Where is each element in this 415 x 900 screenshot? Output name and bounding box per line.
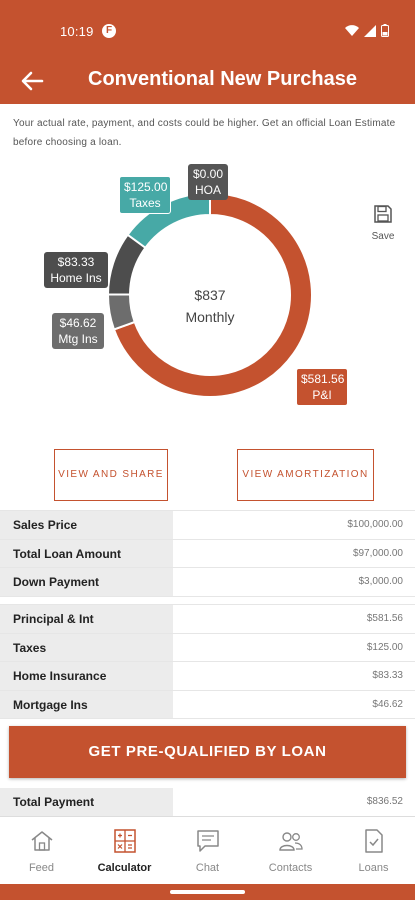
slice-label-mtg-ins: $46.62 Mtg Ins [52,313,104,349]
nav-label-feed: Feed [28,862,55,874]
bottom-navigation: Feed Calculator Chat Contacts Loans [0,816,415,884]
nav-item-contacts[interactable]: Contacts [249,817,332,884]
signal-icon [364,24,376,37]
payment-breakdown-table: Principal & Int $581.56 Taxes $125.00 Ho… [0,604,415,719]
slice-label-pi: $581.56 P&I [296,368,348,406]
nav-label-contacts: Contacts [268,862,313,874]
row-label: Principal & Int [0,605,173,633]
app-notification-icon: F [102,24,116,38]
monthly-total-label: Monthly [185,309,235,325]
row-value: $46.62 [173,690,415,718]
table-row: Home Insurance $83.33 [0,662,415,691]
row-label: Home Insurance [0,662,173,690]
slice-name-home-ins: Home Ins [50,271,102,285]
nav-item-chat[interactable]: Chat [166,817,249,884]
table-row: Mortgage Ins $46.62 [0,690,415,719]
nav-item-loans[interactable]: Loans [332,817,415,884]
slice-value-hoa: $0.00 [192,167,224,181]
slice-label-hoa: $0.00 HOA [188,164,228,200]
battery-icon [381,24,389,37]
slice-name-mtg-ins: Mtg Ins [58,332,98,346]
row-label: Down Payment [0,568,173,596]
document-check-icon [364,829,383,853]
view-amortization-button[interactable]: VIEW AMORTIZATION [237,449,374,501]
save-icon [374,205,392,223]
nav-label-calculator: Calculator [97,862,152,874]
wifi-icon [345,24,359,36]
view-and-share-button[interactable]: VIEW AND SHARE [54,449,168,501]
system-icons [345,24,389,37]
row-label: Mortgage Ins [0,690,173,718]
save-button[interactable]: Save [366,204,400,242]
row-label: Total Loan Amount [0,539,173,567]
nav-label-chat: Chat [195,862,220,874]
gesture-bar [0,884,415,900]
house-icon [31,831,52,851]
app-bar: Conventional New Purchase [0,58,415,104]
save-label: Save [371,231,395,242]
slice-name-pi: P&I [312,388,332,402]
page-title: Conventional New Purchase [88,68,357,90]
donut-slice-p-i [112,191,313,398]
total-payment-table: Total Payment $836.52 [0,788,415,817]
table-row: Total Loan Amount $97,000.00 [0,539,415,568]
slice-value-pi: $581.56 [301,372,345,386]
loan-summary-table: Sales Price $100,000.00 Total Loan Amoun… [0,510,415,597]
row-value: $3,000.00 [173,568,415,596]
home-indicator [170,890,245,894]
slice-label-taxes: $125.00 Taxes [119,176,171,214]
slice-value-taxes: $125.00 [124,180,168,194]
nav-label-loans: Loans [358,862,389,874]
row-value: $97,000.00 [173,539,415,567]
slice-value-home-ins: $83.33 [57,255,95,269]
table-row: Taxes $125.00 [0,633,415,662]
total-label: Total Payment [0,788,173,816]
donut-slice-mtg-ins [107,293,136,331]
slice-label-home-ins: $83.33 Home Ins [44,252,108,288]
table-row: Principal & Int $581.56 [0,605,415,634]
donut-svg [106,191,313,398]
row-value: $100,000.00 [173,511,415,539]
row-value: $125.00 [173,633,415,661]
status-time: 10:19 [60,24,94,39]
row-value: $83.33 [173,662,415,690]
nav-item-feed[interactable]: Feed [0,817,83,884]
total-value: $836.52 [173,788,415,816]
status-bar: 10:19 F [0,0,415,58]
slice-value-mtg-ins: $46.62 [59,316,97,330]
nav-item-calculator[interactable]: Calculator [83,817,166,884]
payment-donut-chart: $837 Monthly $125.00 Taxes $0.00 HOA $83… [40,160,380,450]
row-value: $581.56 [173,605,415,633]
row-label: Taxes [0,633,173,661]
monthly-total-amount: $837 [194,287,226,303]
table-row: Total Payment $836.52 [0,788,415,817]
back-arrow-icon[interactable] [18,67,46,95]
table-row: Sales Price $100,000.00 [0,511,415,540]
calculator-icon [113,829,136,853]
slice-name-taxes: Taxes [129,196,161,210]
slice-name-hoa: HOA [194,183,221,197]
disclaimer-text: Your actual rate, payment, and costs cou… [13,118,396,148]
table-row: Down Payment $3,000.00 [0,568,415,597]
contacts-icon [278,832,303,851]
chat-icon [196,830,219,852]
row-label: Sales Price [0,511,173,539]
get-pre-qualified-button[interactable]: GET PRE-QUALIFIED BY LOAN [9,726,406,778]
